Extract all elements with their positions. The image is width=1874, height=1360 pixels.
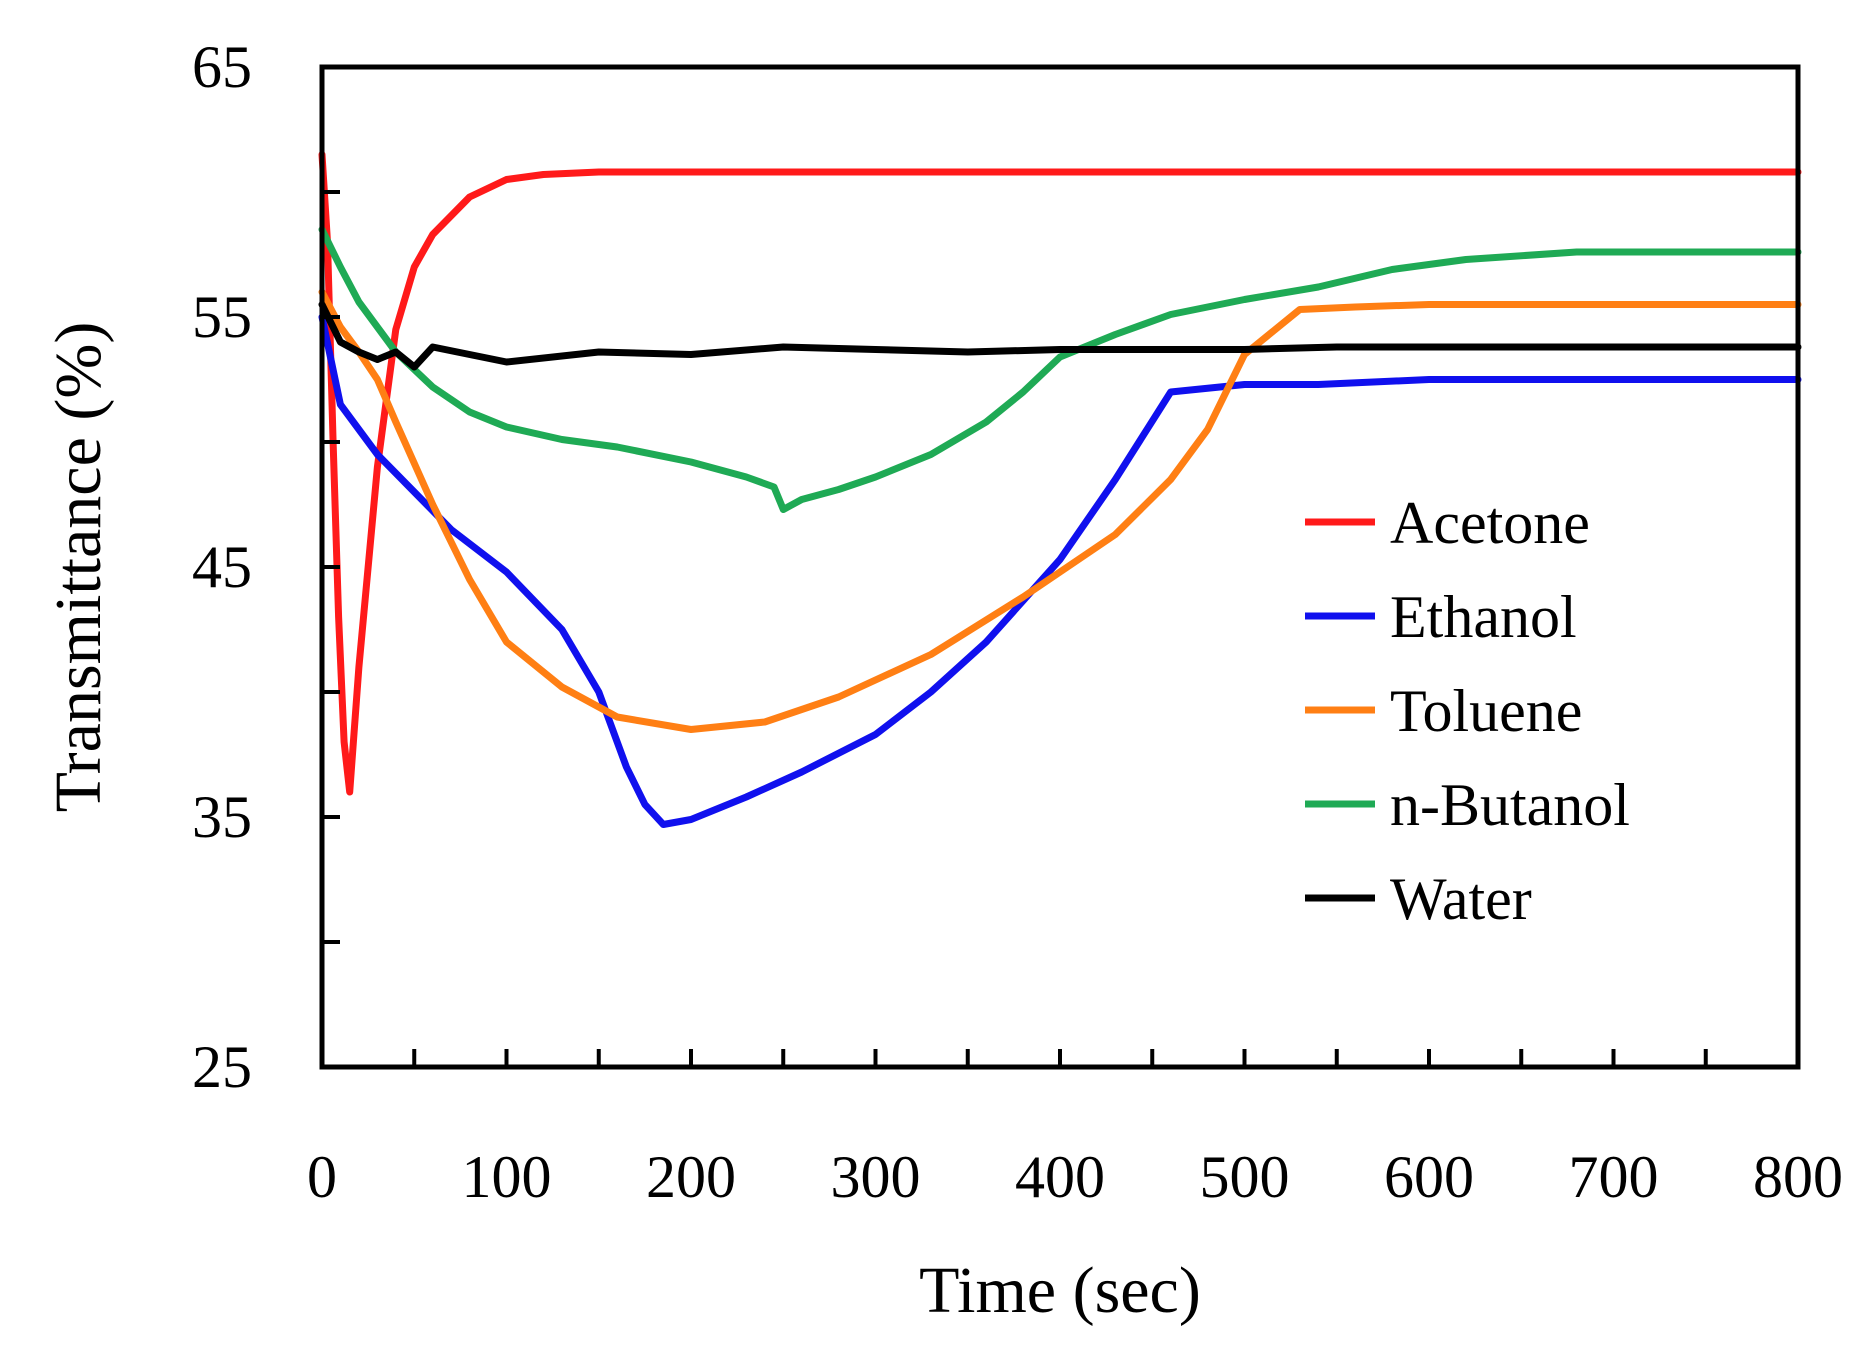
series-line-n-butanol <box>318 226 1802 513</box>
y-tick-label: 55 <box>192 284 252 350</box>
y-tick-label: 45 <box>192 534 252 600</box>
series-line-water <box>318 301 1802 371</box>
x-tick-label: 800 <box>1753 1144 1843 1210</box>
x-tick-label: 100 <box>462 1144 552 1210</box>
legend-label-ethanol: Ethanol <box>1390 584 1577 650</box>
y-tick-label: 25 <box>192 1034 252 1100</box>
x-tick-label: 700 <box>1569 1144 1659 1210</box>
tick-layer: 25 35 45 55 65 0 100 200 300 400 500 600 700 800 <box>192 34 1843 1210</box>
x-tick-label: 500 <box>1200 1144 1290 1210</box>
plot-area-frame <box>319 64 1801 1070</box>
x-tick-label: 600 <box>1384 1144 1474 1210</box>
y-tick-label: 35 <box>192 784 252 850</box>
x-axis-title: Time (sec) <box>919 1254 1201 1327</box>
x-tick-label: 300 <box>831 1144 921 1210</box>
x-tick-label: 0 <box>307 1144 337 1210</box>
y-axis-title: Transmittance (%) <box>42 322 115 813</box>
series-layer <box>318 151 1802 828</box>
x-tick-label: 400 <box>1015 1144 1105 1210</box>
legend-label-water: Water <box>1390 866 1532 932</box>
legend-label-acetone: Acetone <box>1390 490 1590 556</box>
legend: Acetone Ethanol Toluene n-Butanol Water <box>1305 490 1630 932</box>
y-tick-label: 65 <box>192 34 252 100</box>
legend-label-n-butanol: n-Butanol <box>1390 772 1630 838</box>
legend-label-toluene: Toluene <box>1390 678 1582 744</box>
series-line-toluene <box>318 288 1802 733</box>
series-line-acetone <box>318 151 1802 796</box>
x-tick-label: 200 <box>646 1144 736 1210</box>
